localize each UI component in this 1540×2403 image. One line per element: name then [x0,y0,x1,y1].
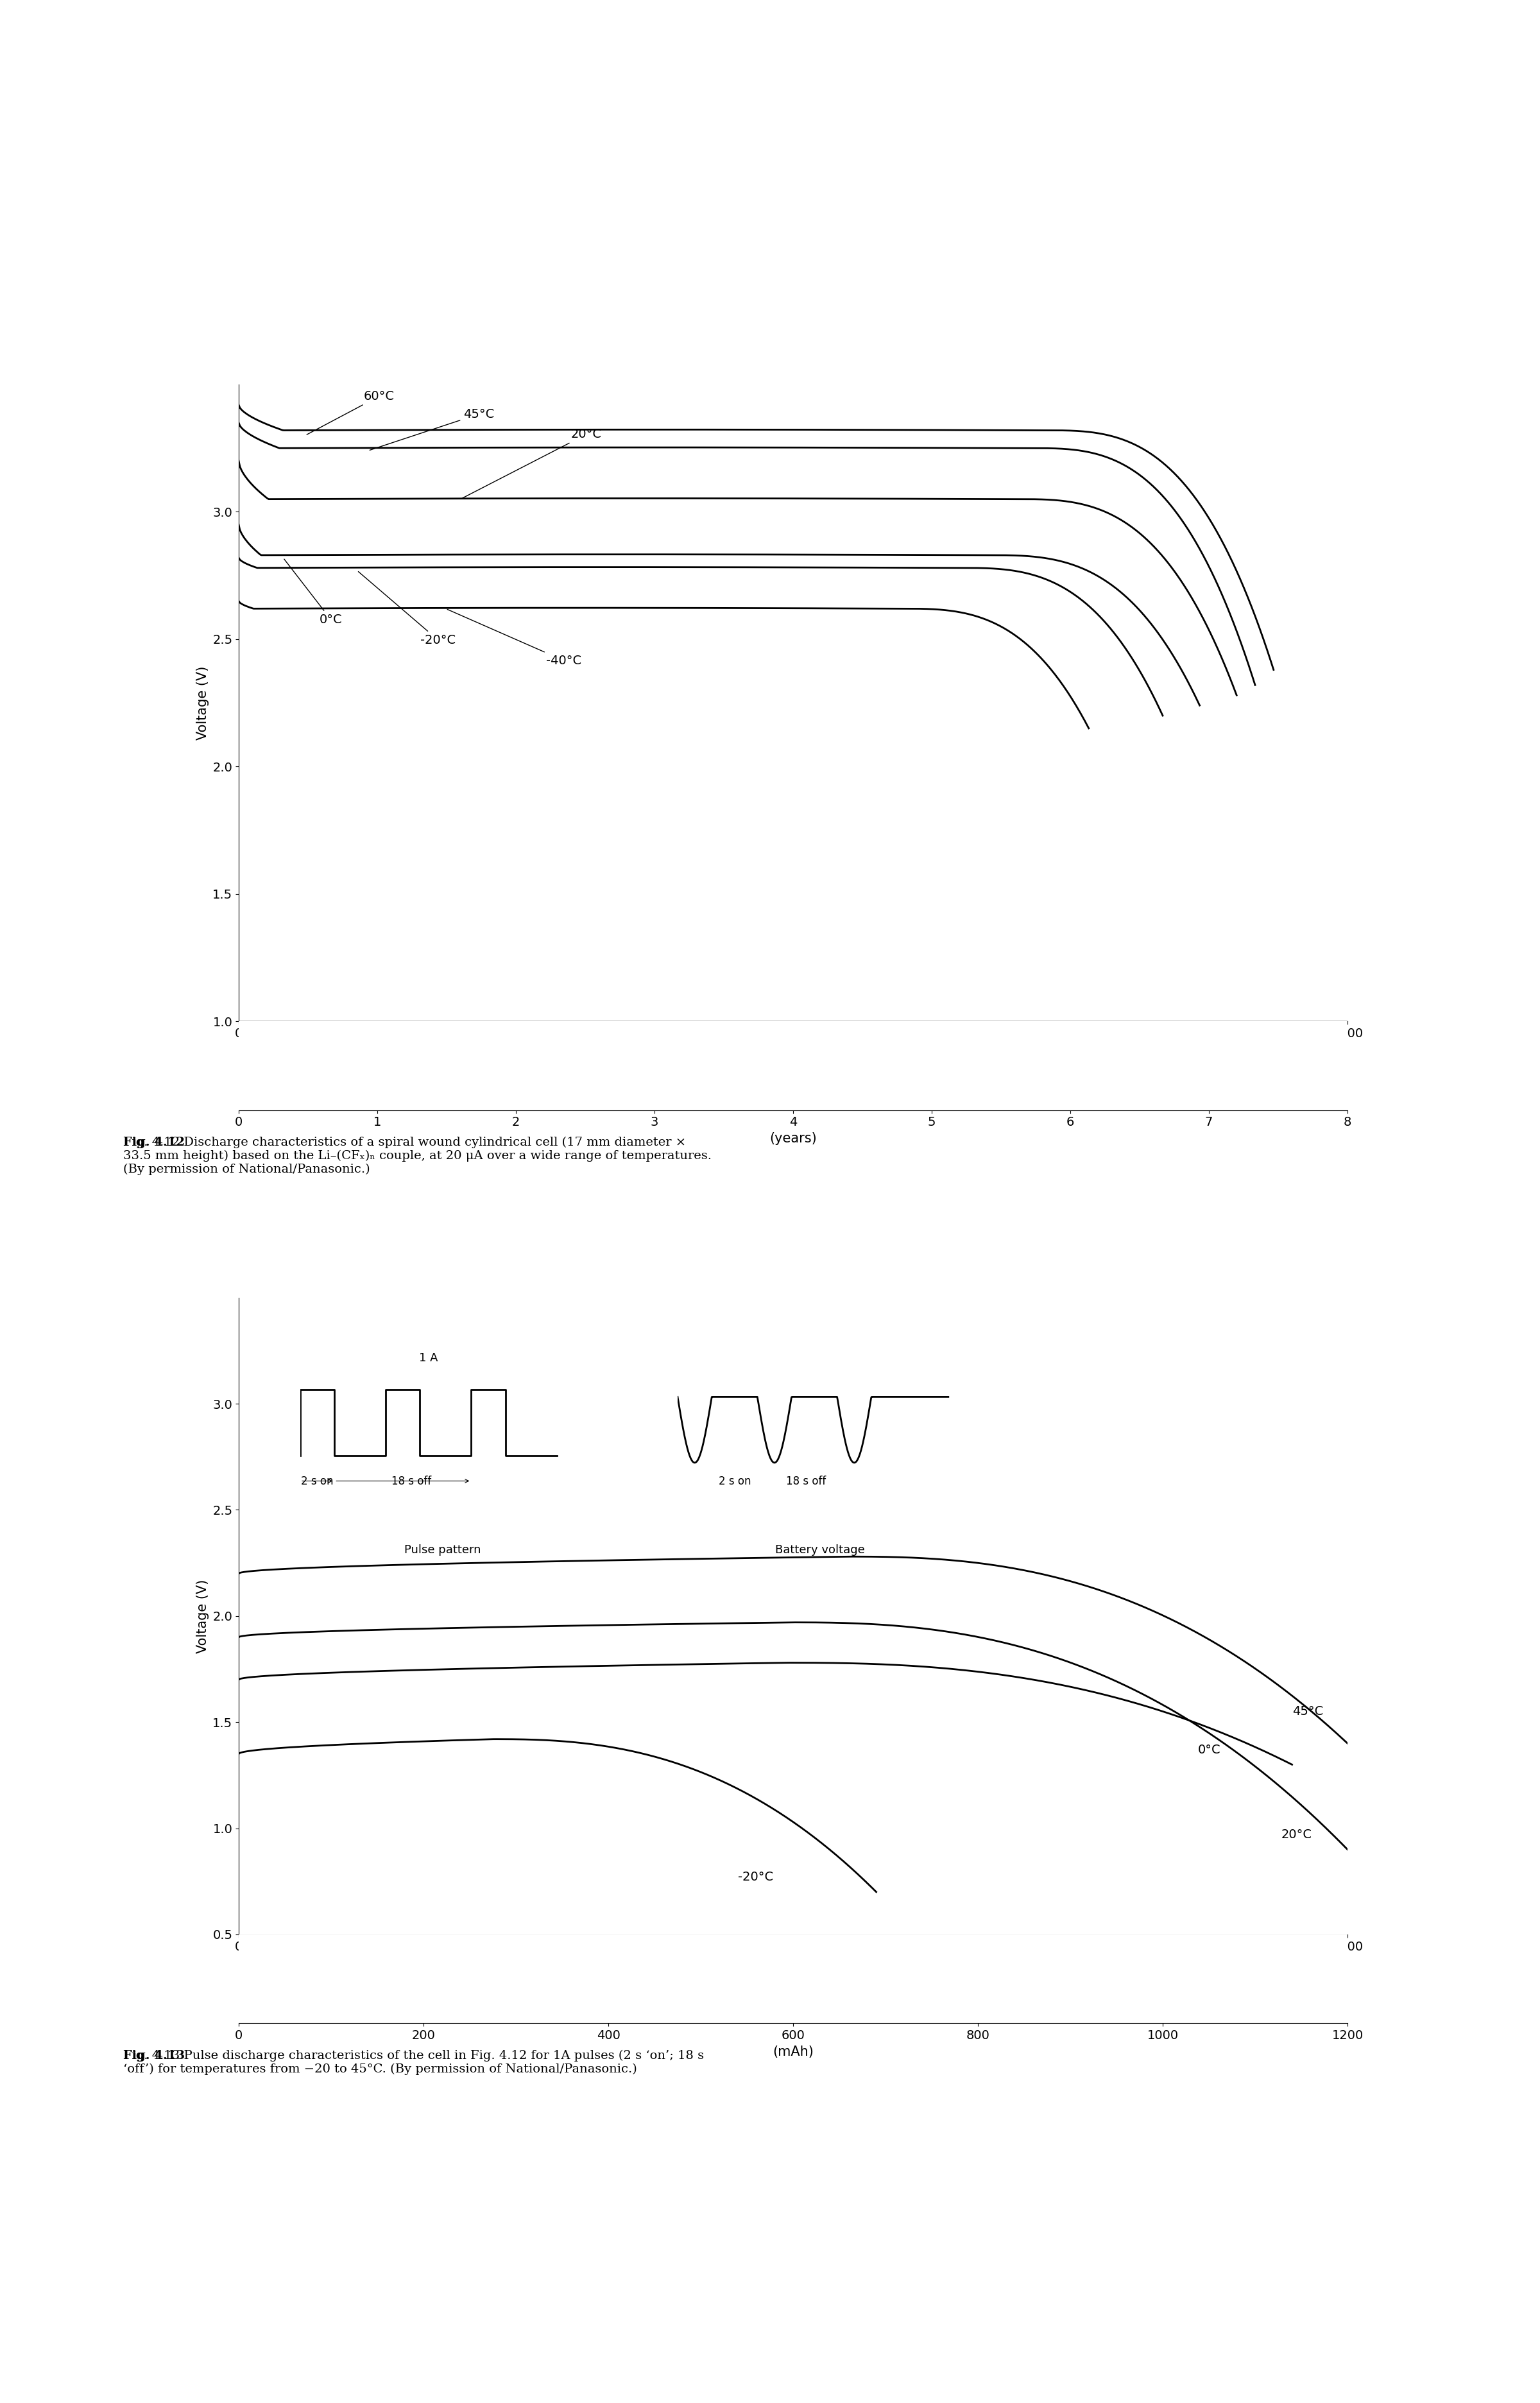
Text: -20°C: -20°C [359,572,456,646]
Text: Fig. 4.13: Fig. 4.13 [123,2050,185,2062]
Text: 1 A: 1 A [419,1353,437,1365]
X-axis label: (mAh): (mAh) [773,2045,813,2057]
Text: 18 s off: 18 s off [785,1475,825,1487]
Text: Fig. 4.12: Fig. 4.12 [123,1137,185,1149]
Y-axis label: Voltage (V): Voltage (V) [196,1579,209,1653]
Text: 60°C: 60°C [306,389,394,435]
Text: 45°C: 45°C [1292,1706,1323,1718]
Text: Fig. 4.12 Discharge characteristics of a spiral wound cylindrical cell (17 mm di: Fig. 4.12 Discharge characteristics of a… [123,1137,711,1175]
Text: 0°C: 0°C [285,560,342,625]
X-axis label: (cycle): (cycle) [770,1956,816,1968]
Text: 20°C: 20°C [1281,1829,1312,1841]
Text: 20°C: 20°C [462,428,602,497]
Text: 45°C: 45°C [370,409,494,449]
Text: 2 s on: 2 s on [718,1475,752,1487]
Text: 2 s on: 2 s on [302,1475,334,1487]
Text: Pulse pattern: Pulse pattern [405,1545,480,1555]
Text: 18 s off: 18 s off [391,1475,431,1487]
Text: -20°C: -20°C [738,1872,773,1884]
Text: Battery voltage: Battery voltage [775,1545,865,1555]
X-axis label: (years): (years) [770,1132,816,1144]
Text: -40°C: -40°C [447,610,582,666]
X-axis label: (days): (days) [772,1043,815,1055]
Text: 0°C: 0°C [1198,1745,1221,1757]
Y-axis label: Voltage (V): Voltage (V) [196,666,209,740]
Text: Fig. 4.13 Pulse discharge characteristics of the cell in Fig. 4.12 for 1A pulses: Fig. 4.13 Pulse discharge characteristic… [123,2050,704,2076]
